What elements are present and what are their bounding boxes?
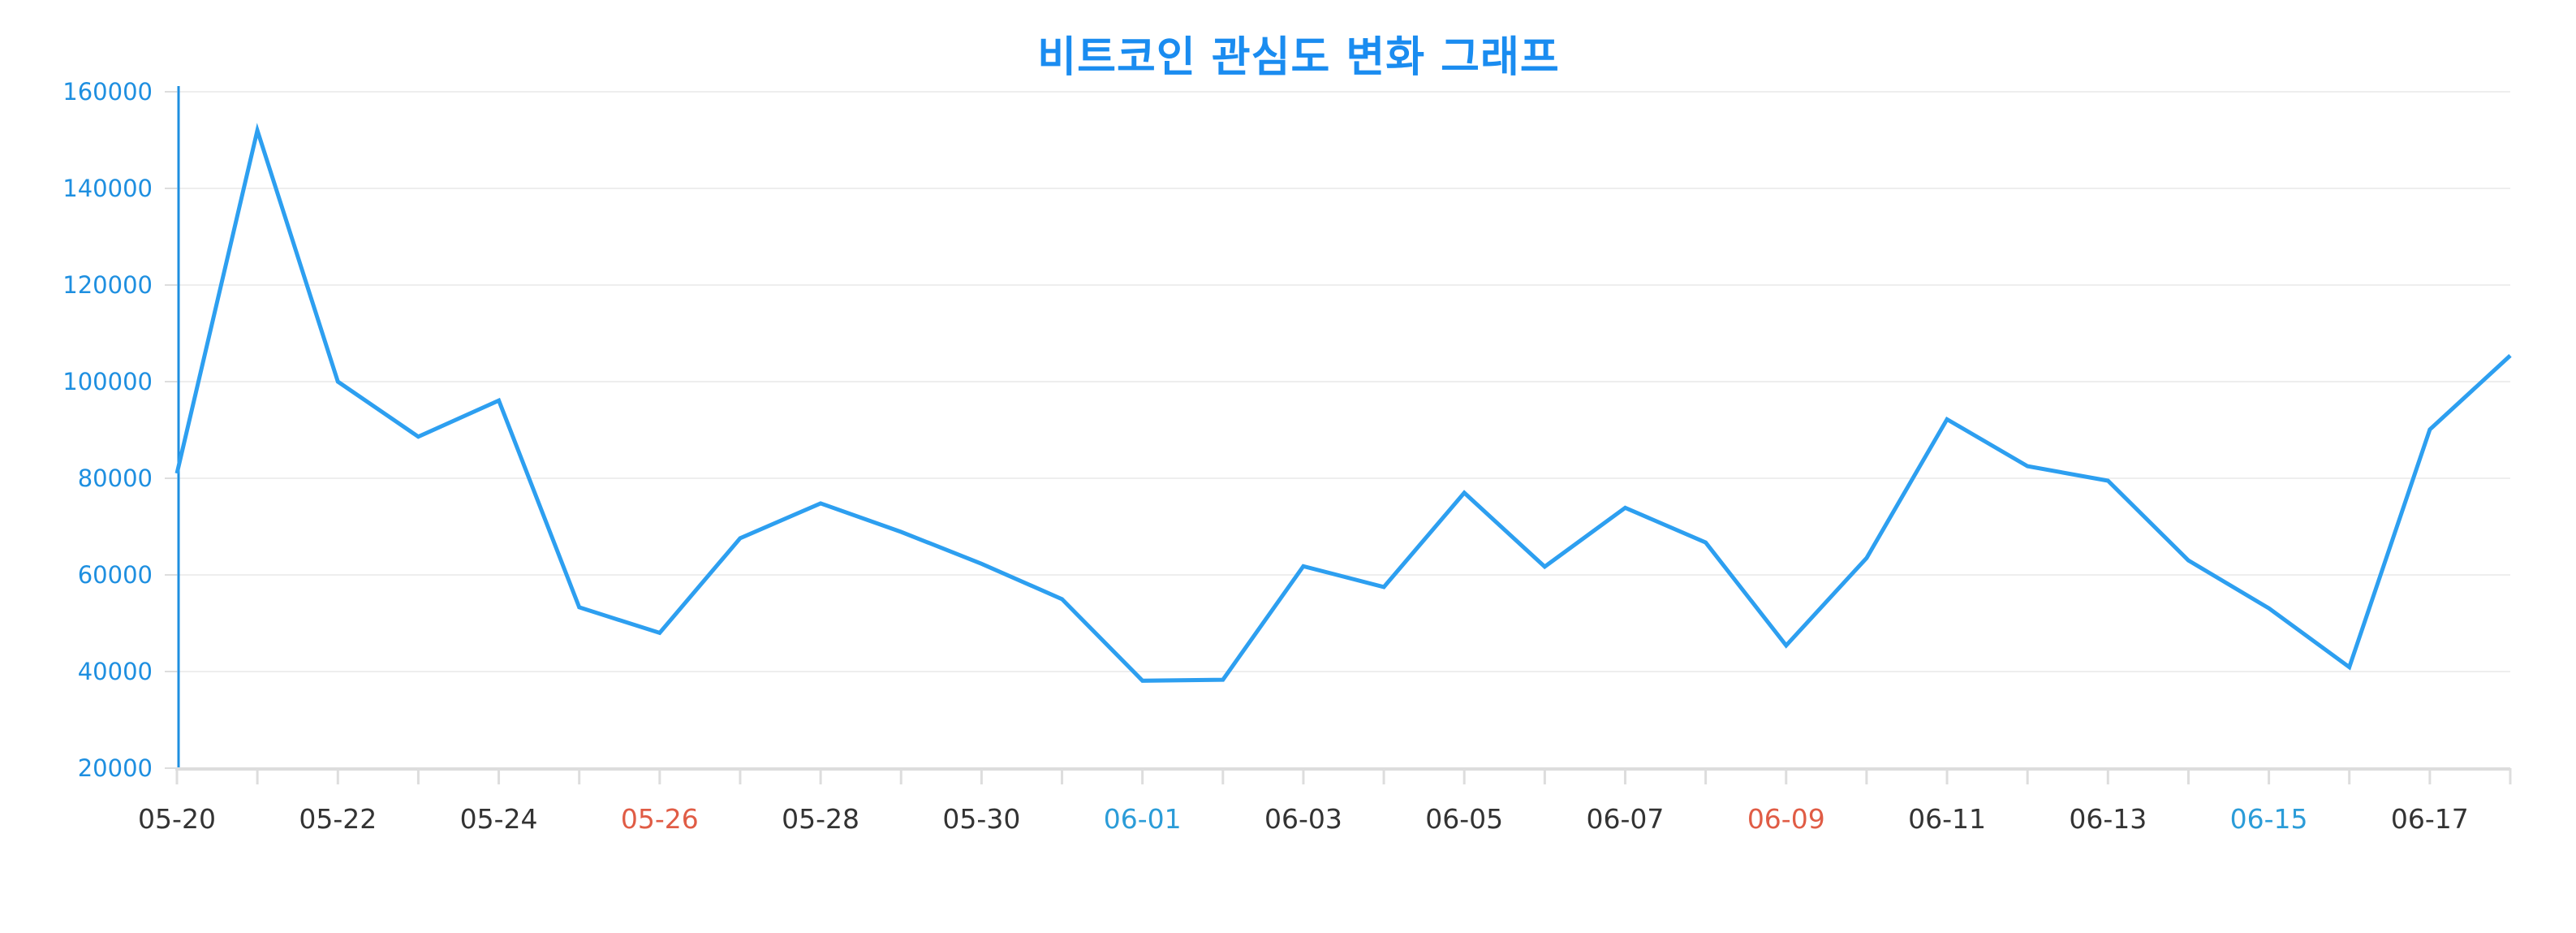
x-tick-label: 06-17 bbox=[2391, 803, 2469, 835]
data-series bbox=[174, 123, 2512, 683]
y-tick-label: 160000 bbox=[62, 78, 153, 106]
x-tick-label: 05-22 bbox=[299, 803, 377, 835]
y-tick-label: 80000 bbox=[78, 464, 153, 492]
chart-title: 비트코인 관심도 변화 그래프 bbox=[1037, 33, 1560, 82]
gridlines bbox=[177, 91, 2510, 672]
y-tick-label: 100000 bbox=[62, 368, 153, 395]
y-tick-label: 120000 bbox=[62, 271, 153, 299]
x-tick-label: 06-09 bbox=[1747, 803, 1825, 835]
y-tick-label: 60000 bbox=[78, 561, 153, 589]
x-tick-label: 05-20 bbox=[138, 803, 216, 835]
y-tick-label: 20000 bbox=[78, 754, 153, 782]
x-tick-label: 06-01 bbox=[1104, 803, 1182, 835]
x-tick-label: 06-07 bbox=[1587, 803, 1665, 835]
x-tick-label: 05-28 bbox=[782, 803, 859, 835]
y-tick-label: 40000 bbox=[78, 658, 153, 685]
x-tick-label: 06-15 bbox=[2230, 803, 2308, 835]
x-tick-label: 05-30 bbox=[942, 803, 1020, 835]
x-tick-label: 06-11 bbox=[1908, 803, 1986, 835]
x-tick-label: 06-03 bbox=[1264, 803, 1342, 835]
series-line bbox=[174, 123, 2512, 683]
x-axis: 05-20 05-22 05-24 05-26 05-28 05-30 06-01 06-03… bbox=[138, 767, 2512, 835]
x-tick-label: 05-24 bbox=[460, 803, 538, 835]
x-tick-label: 06-13 bbox=[2069, 803, 2147, 835]
y-tick-label: 140000 bbox=[62, 175, 153, 202]
y-axis: 20000 40000 60000 80000 100000 120000 140000 16… bbox=[62, 78, 180, 782]
x-tick-label: 05-26 bbox=[621, 803, 699, 835]
x-tick-label: 06-05 bbox=[1425, 803, 1503, 835]
